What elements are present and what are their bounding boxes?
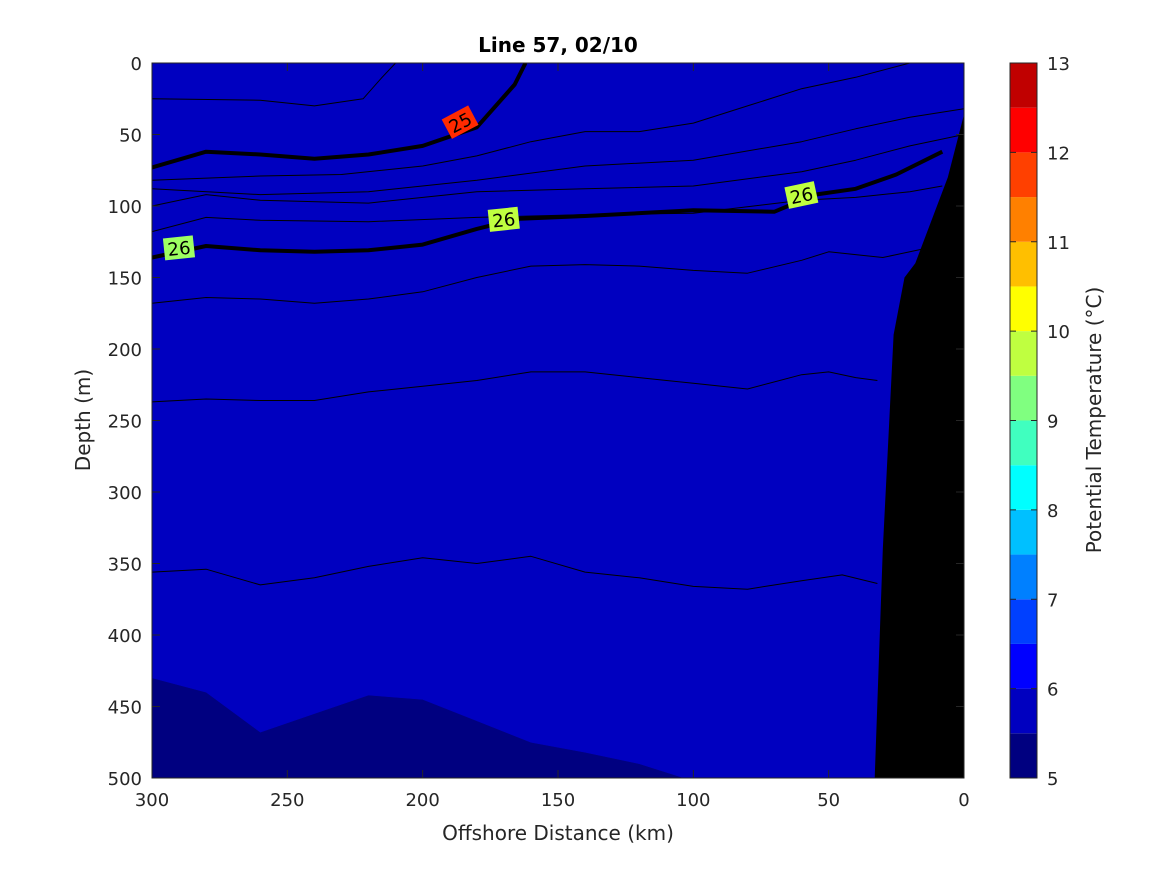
contour-label: 26 <box>491 209 516 232</box>
colorbar-segment <box>1010 643 1037 689</box>
colorbar-segment <box>1010 197 1037 242</box>
contour-line-2 <box>152 63 911 181</box>
contour-line-3 <box>152 108 964 196</box>
y-tick-label: 300 <box>108 483 142 504</box>
x-tick-label: 150 <box>541 790 575 811</box>
x-axis: 300 250 200 150 100 50 0 <box>135 63 970 811</box>
y-tick-label: 50 <box>119 126 142 147</box>
chart-title: Line 57, 02/10 <box>478 33 638 57</box>
y-tick-label: 200 <box>108 340 142 361</box>
colorbar-segment <box>1010 509 1037 555</box>
colorbar-segment <box>1010 152 1037 198</box>
bathymetry-mask <box>874 114 964 778</box>
contour-line-25 <box>152 63 528 170</box>
y-tick-label: 500 <box>108 769 142 790</box>
y-axis-label: Depth (m) <box>71 369 95 471</box>
y-tick-label: 100 <box>108 197 142 218</box>
contour-label: 26 <box>788 184 815 209</box>
contour-line-9 <box>152 555 878 590</box>
y-tick-label: 250 <box>108 412 142 433</box>
colorbar-segment <box>1010 554 1037 600</box>
colorbar-segment <box>1010 688 1037 734</box>
colorbar-segment <box>1010 331 1037 376</box>
y-tick-label: 150 <box>108 269 142 290</box>
x-axis-label: Offshore Distance (km) <box>442 821 674 845</box>
contour-label-bg <box>487 206 520 232</box>
contour-label-bg <box>441 105 479 139</box>
colorbar-tick-label: 11 <box>1047 233 1070 254</box>
contour-label-bg <box>784 181 819 209</box>
colorbar-segment <box>1010 63 1037 108</box>
colorbar-segment <box>1010 599 1037 644</box>
colorbar-tick-label: 13 <box>1047 54 1070 75</box>
x-tick-label: 250 <box>270 790 304 811</box>
colorbar-label: Potential Temperature (°C) <box>1082 287 1106 554</box>
bathymetry-shape <box>874 114 964 778</box>
colorbar-tick-label: 8 <box>1047 501 1058 522</box>
y-tick-label: 450 <box>108 698 142 719</box>
colorbar-segment <box>1010 107 1037 153</box>
x-tick-label: 200 <box>405 790 439 811</box>
contour-line-0 <box>152 63 396 107</box>
y-tick-label: 350 <box>108 555 142 576</box>
colorbar-segment <box>1010 286 1037 332</box>
colorbar-segment <box>1010 420 1037 466</box>
x-tick-label: 300 <box>135 790 169 811</box>
colorbar-tick-label: 9 <box>1047 412 1058 433</box>
y-tick-label: 0 <box>131 54 142 75</box>
x-tick-label: 50 <box>817 790 840 811</box>
temperature-fill-bands <box>152 63 964 778</box>
colorbar-segment <box>1010 241 1037 287</box>
band-fill-5.5 <box>152 63 964 778</box>
colorbar-tick-label: 10 <box>1047 322 1070 343</box>
colorbar-tick-label: 12 <box>1047 143 1070 164</box>
colorbar-tick-label: 7 <box>1047 590 1058 611</box>
x-tick-label: 0 <box>958 790 969 811</box>
y-tick-label: 400 <box>108 626 142 647</box>
contour-line-4 <box>152 134 964 207</box>
colorbar-segment <box>1010 375 1037 421</box>
colorbar-segment <box>1010 733 1037 778</box>
colorbar-tick-label: 5 <box>1047 769 1058 790</box>
contour-label-bg <box>162 235 196 261</box>
colorbar-tick-label: 6 <box>1047 680 1058 701</box>
colorbar-segment <box>1010 465 1037 510</box>
colorbar: 5 6 7 8 9 10 11 12 13 <box>1009 54 1070 790</box>
contour-label: 26 <box>167 238 192 261</box>
density-contours <box>152 63 964 590</box>
x-tick-label: 100 <box>676 790 710 811</box>
contour-line-7 <box>152 248 924 304</box>
y-axis: 0 50 100 150 200 250 300 350 400 450 500 <box>108 54 964 790</box>
contour-line-8 <box>152 371 878 403</box>
